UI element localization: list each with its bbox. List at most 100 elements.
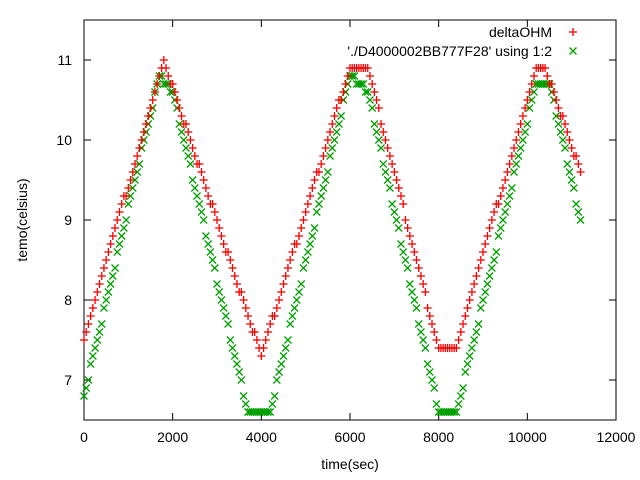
data-point-deltaohm [213, 216, 221, 224]
data-point-deltaohm [82, 328, 91, 336]
data-point-d4000002bb777f28 [219, 304, 228, 312]
data-point-deltaohm [423, 304, 432, 312]
series-layer [80, 56, 585, 416]
data-point-deltaohm [339, 88, 348, 96]
data-point-deltaohm [547, 80, 556, 88]
data-point-d4000002bb777f28 [472, 328, 481, 336]
data-point-deltaohm [529, 72, 538, 80]
data-point-deltaohm [456, 328, 465, 336]
data-point-d4000002bb777f28 [190, 184, 199, 192]
data-point-deltaohm [514, 128, 523, 136]
data-point-deltaohm [479, 248, 487, 256]
data-point-d4000002bb777f28 [279, 352, 288, 360]
data-point-deltaohm [321, 144, 330, 152]
data-point-deltaohm [86, 312, 95, 320]
data-point-d4000002bb777f28 [348, 72, 357, 80]
data-point-deltaohm [421, 288, 430, 296]
data-point-d4000002bb777f28 [224, 320, 233, 328]
data-point-deltaohm [410, 248, 419, 256]
data-point-d4000002bb777f28 [363, 88, 372, 96]
data-point-d4000002bb777f28 [88, 352, 97, 360]
data-point-deltaohm [150, 88, 159, 96]
data-point-deltaohm [470, 280, 479, 288]
data-point-deltaohm [408, 240, 417, 248]
data-point-d4000002bb777f28 [321, 176, 330, 184]
data-point-d4000002bb777f28 [501, 208, 510, 216]
data-point-deltaohm [263, 328, 272, 336]
data-point-deltaohm [286, 256, 295, 264]
data-point-deltaohm [252, 336, 261, 344]
data-point-deltaohm [239, 296, 248, 304]
data-point-d4000002bb777f28 [527, 96, 536, 104]
data-point-d4000002bb777f28 [554, 120, 563, 128]
data-point-d4000002bb777f28 [414, 320, 423, 328]
data-point-d4000002bb777f28 [425, 368, 434, 376]
series-0 [80, 56, 585, 360]
data-point-deltaohm [503, 168, 512, 176]
data-point-d4000002bb777f28 [525, 104, 534, 112]
data-point-d4000002bb777f28 [290, 304, 299, 312]
data-point-d4000002bb777f28 [210, 264, 219, 272]
data-point-d4000002bb777f28 [388, 200, 397, 208]
data-point-d4000002bb777f28 [450, 408, 459, 416]
data-point-d4000002bb777f28 [558, 136, 567, 144]
data-point-d4000002bb777f28 [312, 208, 321, 216]
data-point-deltaohm [392, 176, 401, 184]
data-point-d4000002bb777f28 [574, 208, 583, 216]
data-point-d4000002bb777f28 [177, 128, 186, 136]
data-point-d4000002bb777f28 [452, 408, 461, 416]
data-point-d4000002bb777f28 [397, 240, 405, 248]
data-point-deltaohm [135, 144, 144, 152]
data-point-deltaohm [377, 120, 386, 128]
legend-cross-marker [569, 47, 577, 55]
data-point-d4000002bb777f28 [359, 80, 368, 88]
data-point-d4000002bb777f28 [206, 248, 215, 256]
data-point-d4000002bb777f28 [421, 344, 430, 352]
data-point-deltaohm [465, 296, 474, 304]
data-point-d4000002bb777f28 [487, 264, 496, 272]
data-point-d4000002bb777f28 [465, 352, 474, 360]
data-point-d4000002bb777f28 [184, 152, 193, 160]
data-point-d4000002bb777f28 [237, 376, 246, 384]
data-point-d4000002bb777f28 [221, 312, 230, 320]
data-point-deltaohm [341, 80, 350, 88]
data-point-deltaohm [459, 320, 468, 328]
data-point-d4000002bb777f28 [204, 240, 213, 248]
data-point-d4000002bb777f28 [288, 312, 297, 320]
data-point-deltaohm [184, 128, 193, 136]
data-point-deltaohm [368, 80, 377, 88]
data-point-deltaohm [396, 192, 405, 200]
data-point-deltaohm [133, 152, 142, 160]
legend-plus-marker [569, 28, 577, 36]
data-point-d4000002bb777f28 [332, 128, 341, 136]
data-point-d4000002bb777f28 [241, 400, 250, 408]
data-point-deltaohm [84, 320, 93, 328]
data-point-d4000002bb777f28 [419, 336, 428, 344]
data-point-d4000002bb777f28 [179, 136, 188, 144]
data-point-deltaohm [224, 248, 233, 256]
data-point-deltaohm [261, 336, 270, 344]
data-point-d4000002bb777f28 [228, 344, 237, 352]
x-tick-label: 12000 [597, 429, 636, 445]
x-tick-label: 8000 [423, 429, 454, 445]
data-point-d4000002bb777f28 [193, 192, 202, 200]
data-point-deltaohm [541, 64, 550, 72]
data-point-deltaohm [259, 344, 268, 352]
data-point-deltaohm [111, 224, 120, 232]
data-point-deltaohm [266, 320, 275, 328]
data-point-d4000002bb777f28 [102, 296, 111, 304]
data-point-d4000002bb777f28 [492, 248, 501, 256]
data-point-d4000002bb777f28 [199, 216, 208, 224]
data-point-d4000002bb777f28 [485, 272, 494, 280]
data-point-d4000002bb777f28 [428, 376, 436, 384]
legend: deltaOHM './D4000002BB777F28' using 1:2 [347, 24, 577, 59]
data-point-deltaohm [521, 104, 530, 112]
data-point-d4000002bb777f28 [503, 200, 512, 208]
data-point-d4000002bb777f28 [423, 360, 432, 368]
data-point-d4000002bb777f28 [505, 192, 514, 200]
data-point-deltaohm [365, 72, 374, 80]
data-point-d4000002bb777f28 [126, 192, 135, 200]
data-point-d4000002bb777f28 [512, 160, 521, 168]
data-point-deltaohm [381, 136, 390, 144]
tick-labels: 0 2000 4000 6000 8000 10000 12000 7 8 9 10 11 [56, 52, 635, 445]
